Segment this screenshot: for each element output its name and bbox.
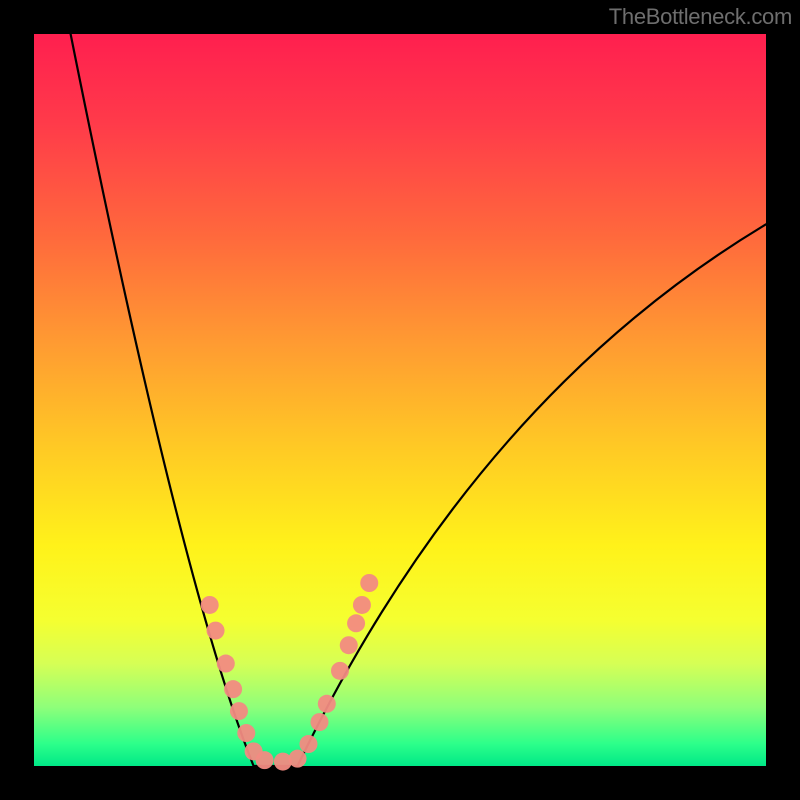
- data-marker: [347, 614, 365, 632]
- data-marker: [217, 655, 235, 673]
- chart-frame: TheBottleneck.com: [0, 0, 800, 800]
- data-marker: [318, 695, 336, 713]
- data-marker: [224, 680, 242, 698]
- data-marker: [230, 702, 248, 720]
- data-marker: [300, 735, 318, 753]
- data-marker: [360, 574, 378, 592]
- data-marker: [207, 622, 225, 640]
- bottleneck-chart: [0, 0, 800, 800]
- data-marker: [340, 636, 358, 654]
- watermark-text: TheBottleneck.com: [609, 4, 792, 30]
- data-marker: [201, 596, 219, 614]
- data-marker: [353, 596, 371, 614]
- plot-background: [34, 34, 766, 766]
- data-marker: [331, 662, 349, 680]
- data-marker: [289, 750, 307, 768]
- data-marker: [237, 724, 255, 742]
- data-marker: [310, 713, 328, 731]
- data-marker: [256, 751, 274, 769]
